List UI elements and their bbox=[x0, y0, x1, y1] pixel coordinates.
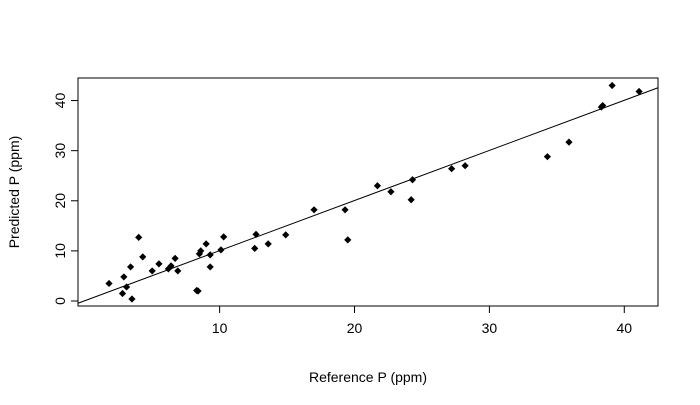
data-point bbox=[127, 263, 135, 271]
data-point bbox=[408, 176, 417, 184]
data-point bbox=[118, 289, 127, 298]
data-point bbox=[120, 273, 128, 281]
data-point bbox=[252, 230, 260, 238]
data-point bbox=[341, 206, 349, 214]
data-point bbox=[565, 138, 573, 146]
fit-line-layer bbox=[77, 87, 659, 304]
x-axis-title: Reference P (ppm) bbox=[309, 369, 427, 385]
x-axis: 10 20 30 40 bbox=[212, 306, 632, 336]
y-axis-title: Predicted P (ppm) bbox=[6, 136, 22, 249]
data-point bbox=[197, 247, 205, 255]
points-layer bbox=[105, 81, 643, 303]
data-point bbox=[135, 233, 143, 241]
y-tick-label: 40 bbox=[52, 93, 68, 109]
y-tick-label: 30 bbox=[52, 143, 68, 159]
data-point bbox=[122, 283, 131, 291]
data-point bbox=[407, 196, 415, 204]
x-tick-label: 40 bbox=[616, 320, 632, 336]
data-point bbox=[344, 236, 352, 244]
data-point bbox=[251, 244, 259, 252]
data-point bbox=[148, 267, 156, 275]
data-point bbox=[155, 260, 163, 268]
data-point bbox=[373, 182, 382, 190]
data-point bbox=[171, 254, 179, 262]
data-point bbox=[310, 206, 318, 214]
x-tick-label: 20 bbox=[347, 320, 363, 336]
data-point bbox=[599, 101, 607, 110]
data-point bbox=[448, 165, 456, 173]
data-point bbox=[387, 188, 395, 196]
data-point bbox=[608, 81, 616, 90]
data-point bbox=[194, 287, 202, 295]
data-point bbox=[139, 253, 147, 261]
data-point bbox=[128, 295, 136, 303]
data-point bbox=[202, 240, 210, 248]
data-point bbox=[635, 87, 643, 96]
data-point bbox=[167, 262, 175, 270]
x-tick-label: 10 bbox=[212, 320, 228, 336]
data-point bbox=[206, 263, 214, 271]
data-point bbox=[264, 240, 272, 248]
data-point bbox=[206, 251, 214, 259]
x-tick-label: 30 bbox=[482, 320, 498, 336]
y-tick-label: 0 bbox=[52, 297, 68, 305]
data-point bbox=[217, 246, 225, 254]
data-point bbox=[543, 153, 551, 161]
y-tick-label: 20 bbox=[52, 193, 68, 209]
data-point bbox=[220, 233, 228, 241]
y-tick-label: 10 bbox=[52, 243, 68, 259]
plot-frame bbox=[77, 77, 659, 307]
data-point bbox=[461, 162, 469, 170]
data-point bbox=[174, 267, 182, 275]
y-axis: 0 10 20 30 40 bbox=[52, 93, 78, 305]
data-point bbox=[105, 279, 113, 288]
fit-line bbox=[77, 87, 659, 304]
data-point bbox=[282, 231, 290, 239]
